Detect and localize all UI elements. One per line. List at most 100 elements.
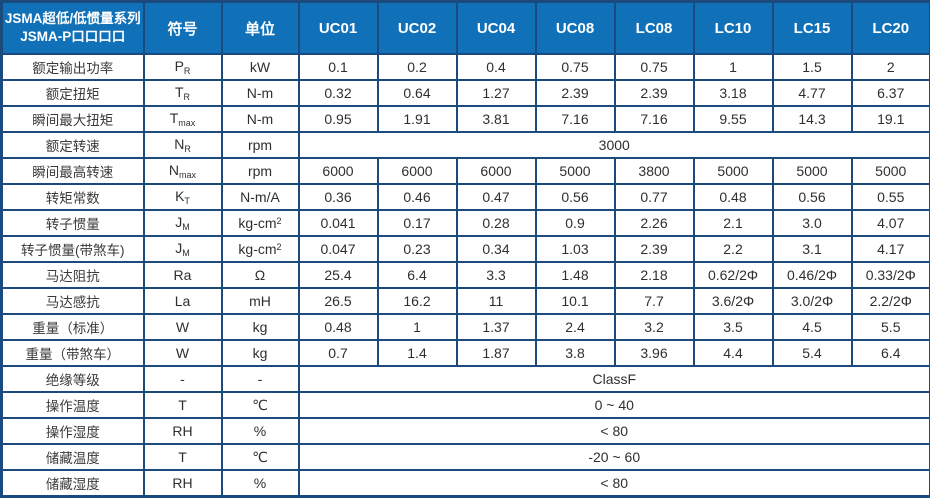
spec-value-merged: < 80 [299, 418, 930, 444]
model-column-header-uc08: UC08 [536, 2, 615, 55]
spec-value-merged: ClassF [299, 366, 930, 392]
spec-label: 额定转速 [2, 132, 144, 158]
spec-unit: mH [222, 288, 299, 314]
spec-label: 储藏湿度 [2, 470, 144, 497]
spec-value-uc02: 16.2 [378, 288, 457, 314]
spec-label: 绝缘等级 [2, 366, 144, 392]
spec-value-lc08: 3.96 [615, 340, 694, 366]
spec-symbol: Nmax [144, 158, 222, 184]
spec-label: 马达阻抗 [2, 262, 144, 288]
spec-value-lc10: 3.5 [694, 314, 773, 340]
spec-label: 操作湿度 [2, 418, 144, 444]
spec-value-uc02: 0.46 [378, 184, 457, 210]
spec-value-lc10: 0.62/2Φ [694, 262, 773, 288]
model-column-header-uc04: UC04 [457, 2, 536, 55]
spec-value-lc10: 0.48 [694, 184, 773, 210]
model-column-header-lc10: LC10 [694, 2, 773, 55]
spec-unit: ℃ [222, 392, 299, 418]
spec-value-merged: 0 ~ 40 [299, 392, 930, 418]
spec-value-lc15: 0.46/2Φ [773, 262, 852, 288]
spec-value-uc04: 6000 [457, 158, 536, 184]
spec-label: 瞬间最高转速 [2, 158, 144, 184]
spec-value-uc01: 0.041 [299, 210, 378, 236]
spec-value-uc04: 0.28 [457, 210, 536, 236]
spec-label: 转矩常数 [2, 184, 144, 210]
model-column-header-uc01: UC01 [299, 2, 378, 55]
spec-value-uc01: 0.48 [299, 314, 378, 340]
spec-label: 储藏温度 [2, 444, 144, 470]
spec-value-lc08: 2.39 [615, 80, 694, 106]
spec-value-uc02: 6000 [378, 158, 457, 184]
spec-symbol: KT [144, 184, 222, 210]
spec-value-uc01: 25.4 [299, 262, 378, 288]
spec-value-lc08: 0.77 [615, 184, 694, 210]
spec-value-lc10: 5000 [694, 158, 773, 184]
spec-symbol: La [144, 288, 222, 314]
spec-value-uc04: 1.37 [457, 314, 536, 340]
spec-unit: N-m [222, 80, 299, 106]
spec-value-uc04: 11 [457, 288, 536, 314]
spec-value-lc20: 0.55 [852, 184, 930, 210]
spec-value-lc15: 4.77 [773, 80, 852, 106]
spec-symbol: NR [144, 132, 222, 158]
spec-value-uc01: 26.5 [299, 288, 378, 314]
spec-value-uc02: 0.23 [378, 236, 457, 262]
spec-value-uc08: 0.75 [536, 54, 615, 80]
spec-value-uc04: 1.87 [457, 340, 536, 366]
spec-unit: rpm [222, 132, 299, 158]
spec-label: 瞬间最大扭矩 [2, 106, 144, 132]
spec-label: 重量（带煞车） [2, 340, 144, 366]
spec-value-lc15: 0.56 [773, 184, 852, 210]
spec-value-uc01: 0.95 [299, 106, 378, 132]
series-title-line1: JSMA超低/低惯量系列 [4, 10, 142, 28]
spec-value-uc01: 0.36 [299, 184, 378, 210]
series-title-line2: JSMA-P口口口口 [4, 28, 142, 46]
spec-value-uc02: 0.64 [378, 80, 457, 106]
spec-value-uc01: 0.7 [299, 340, 378, 366]
spec-value-lc20: 0.33/2Φ [852, 262, 930, 288]
spec-value-merged: 3000 [299, 132, 930, 158]
spec-value-lc15: 4.5 [773, 314, 852, 340]
spec-value-uc08: 7.16 [536, 106, 615, 132]
spec-value-uc02: 1.4 [378, 340, 457, 366]
spec-value-uc01: 0.1 [299, 54, 378, 80]
spec-value-uc08: 2.4 [536, 314, 615, 340]
spec-value-uc02: 0.17 [378, 210, 457, 236]
spec-unit: N-m/A [222, 184, 299, 210]
spec-value-uc04: 3.81 [457, 106, 536, 132]
spec-value-lc20: 19.1 [852, 106, 930, 132]
unit-column-header: 单位 [222, 2, 299, 55]
spec-unit: - [222, 366, 299, 392]
spec-label: 马达感抗 [2, 288, 144, 314]
spec-value-lc10: 2.2 [694, 236, 773, 262]
spec-unit: Ω [222, 262, 299, 288]
spec-value-lc15: 3.1 [773, 236, 852, 262]
spec-unit: rpm [222, 158, 299, 184]
spec-label: 额定输出功率 [2, 54, 144, 80]
model-column-header-lc15: LC15 [773, 2, 852, 55]
spec-label: 转子惯量(带煞车) [2, 236, 144, 262]
spec-value-lc20: 4.17 [852, 236, 930, 262]
spec-value-uc01: 6000 [299, 158, 378, 184]
spec-value-lc08: 7.16 [615, 106, 694, 132]
spec-value-uc02: 0.2 [378, 54, 457, 80]
spec-value-lc08: 7.7 [615, 288, 694, 314]
spec-unit: ℃ [222, 444, 299, 470]
spec-value-lc10: 3.18 [694, 80, 773, 106]
spec-value-uc01: 0.32 [299, 80, 378, 106]
spec-label: 转子惯量 [2, 210, 144, 236]
spec-value-uc08: 2.39 [536, 80, 615, 106]
spec-value-lc15: 3.0/2Φ [773, 288, 852, 314]
